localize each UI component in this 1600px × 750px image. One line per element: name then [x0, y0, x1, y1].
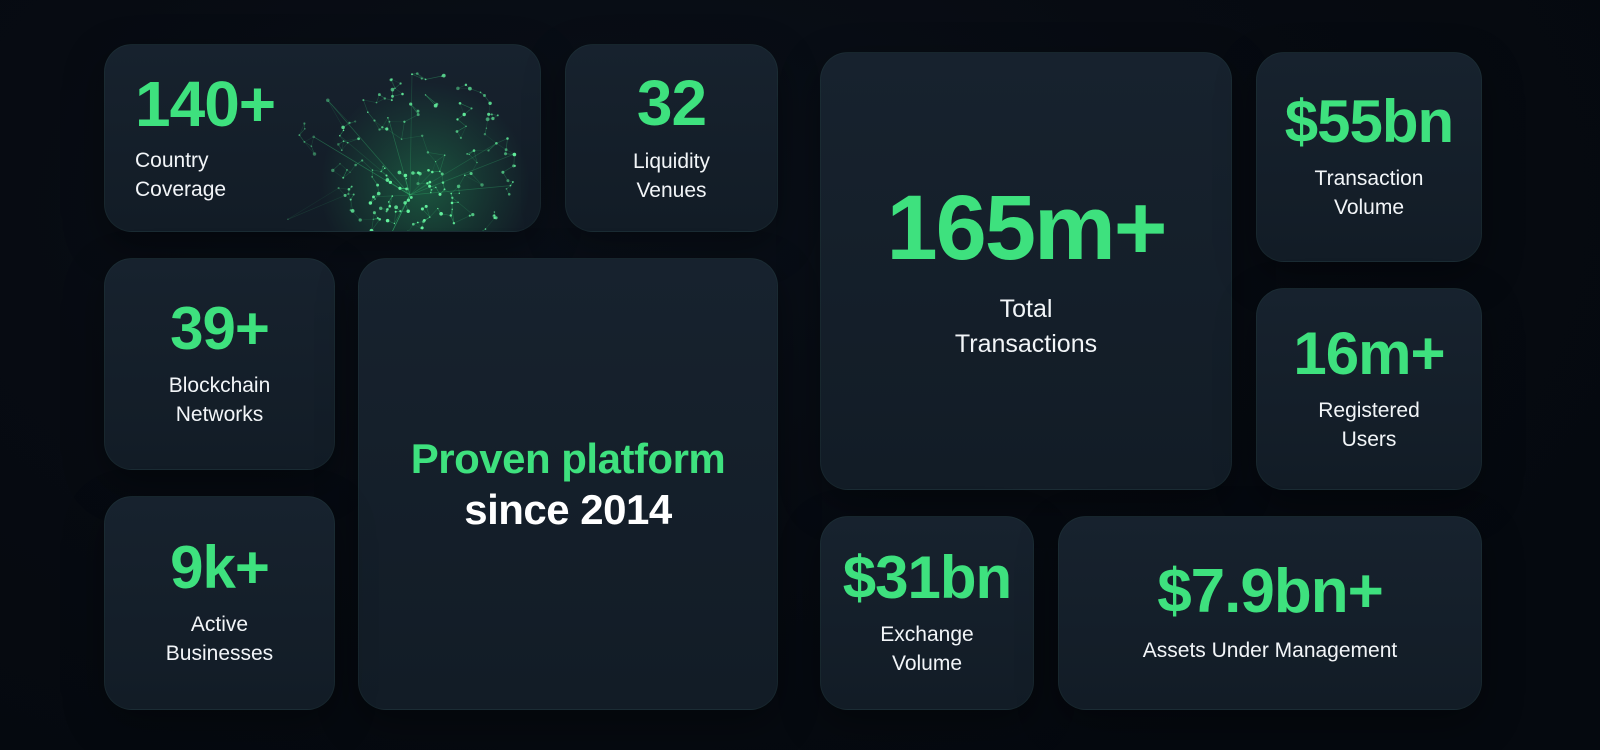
blockchain-networks-label: Blockchain Networks [168, 374, 271, 427]
liquidity-venues-value: 32 [636, 66, 707, 139]
stat-card-transaction-volume: $55bn Transaction Volume [1256, 52, 1482, 262]
transaction-volume-value: $55bn [1284, 87, 1454, 155]
exchange-volume-label: Exchange Volume [880, 623, 974, 676]
country-coverage-value: 140+ [135, 67, 276, 140]
stat-card-blockchain-networks: 39+ Blockchain Networks [104, 258, 335, 470]
since-2014-line: since 2014 [464, 486, 672, 533]
proven-platform-card: Proven platform since 2014 [358, 258, 778, 710]
blockchain-networks-value: 39+ [170, 294, 270, 362]
stat-card-registered-users: 16m+ Registered Users [1256, 288, 1482, 490]
registered-users-value: 16m+ [1293, 319, 1445, 387]
proven-platform-line: Proven platform [410, 434, 726, 482]
assets-under-management-label: Assets Under Management [1142, 638, 1398, 662]
globe-network-image [260, 45, 540, 231]
assets-under-management-value: $7.9bn+ [1157, 557, 1384, 627]
active-businesses-label: Active Businesses [165, 613, 274, 666]
stat-card-country-coverage: 140+ Country Coverage [104, 44, 541, 232]
registered-users-label: Registered Users [1318, 399, 1420, 452]
stat-card-exchange-volume: $31bn Exchange Volume [820, 516, 1034, 710]
stat-card-assets-under-management: $7.9bn+ Assets Under Management [1058, 516, 1482, 710]
stat-card-liquidity-venues: 32 Liquidity Venues [565, 44, 778, 232]
stat-card-active-businesses: 9k+ Active Businesses [104, 496, 335, 710]
total-transactions-value: 165m+ [886, 176, 1167, 279]
proven-platform-headline: Proven platform since 2014 [411, 433, 726, 535]
liquidity-venues-label: Liquidity Venues [632, 150, 711, 203]
active-businesses-value: 9k+ [170, 533, 270, 601]
total-transactions-label: Total Transactions [954, 295, 1098, 358]
transaction-volume-label: Transaction Volume [1314, 167, 1424, 220]
globe-network-svg [287, 45, 540, 231]
country-coverage-label: Country Coverage [135, 149, 227, 202]
exchange-volume-value: $31bn [842, 543, 1012, 611]
stat-card-total-transactions: 165m+ Total Transactions [820, 52, 1232, 490]
